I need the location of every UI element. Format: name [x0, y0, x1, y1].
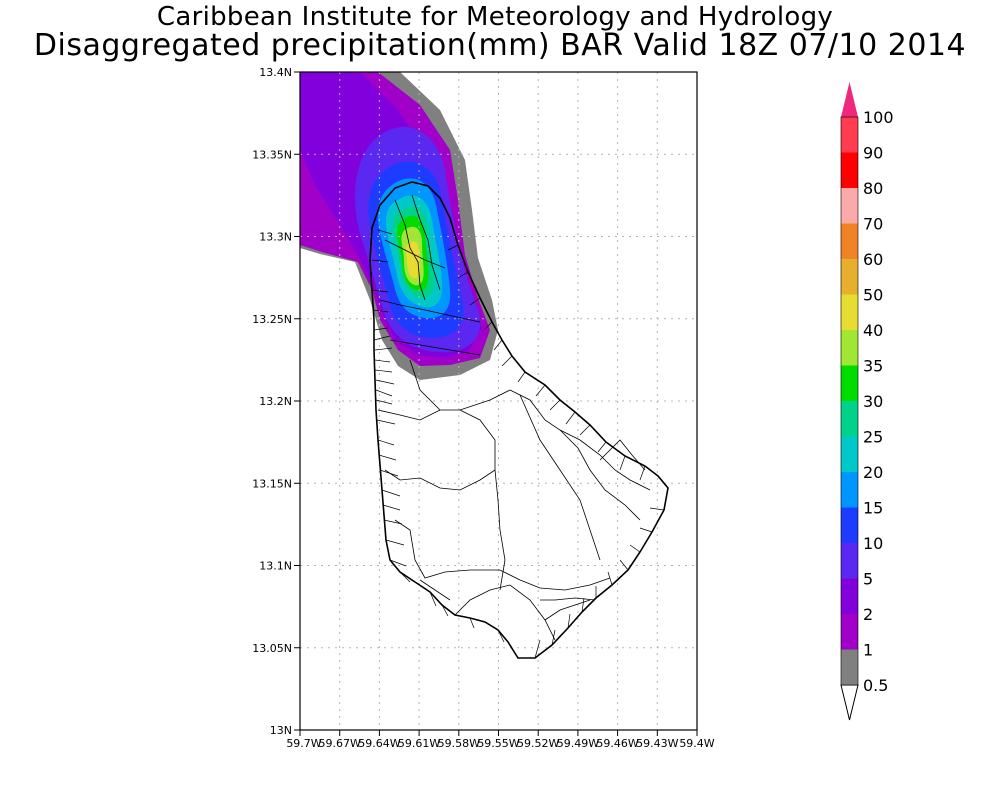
- colorbar-label: 90: [863, 144, 883, 163]
- colorbar-swatch: [841, 649, 858, 685]
- colorbar-swatch: [841, 365, 858, 401]
- tick-marks: [294, 71, 698, 736]
- colorbar-swatch: [841, 223, 858, 259]
- colorbar-label: 100: [863, 108, 894, 127]
- colorbar-label: 2: [863, 605, 873, 624]
- parish-boundaries: [377, 194, 651, 641]
- x-tick-label: 59.64W: [358, 737, 400, 750]
- colorbar-swatch: [841, 543, 858, 579]
- y-tick-label: 13.4N: [259, 66, 292, 79]
- colorbar-label: 5: [863, 570, 873, 589]
- y-tick-label: 13.1N: [259, 560, 292, 573]
- colorbar-swatch: [841, 259, 858, 295]
- y-tick-label: 13.15N: [252, 477, 292, 490]
- y-tick-labels: 13N 13.05N 13.1N 13.15N 13.2N 13.25N 13.…: [252, 66, 292, 737]
- x-tick-label: 59.58W: [438, 737, 480, 750]
- colorbar-swatch: [841, 330, 858, 366]
- colorbar-swatch: [841, 436, 858, 472]
- x-tick-label: 59.43W: [636, 737, 678, 750]
- colorbar-label: 80: [863, 179, 883, 198]
- y-tick-label: 13.25N: [252, 313, 292, 326]
- colorbar-swatch: [841, 507, 858, 543]
- colorbar-swatch: [841, 117, 858, 153]
- colorbar-label: 20: [863, 463, 883, 482]
- colorbar-label: 1: [863, 641, 873, 660]
- chart-title: Caribbean Institute for Meteorology and …: [156, 2, 834, 32]
- colorbar-labels: 0.5 1 2 5 10 15 20 25 30 35 40 50 60 70 …: [863, 108, 894, 695]
- x-tick-label: 59.67W: [319, 737, 361, 750]
- x-tick-label: 59.55W: [477, 737, 519, 750]
- y-tick-label: 13.05N: [252, 642, 292, 655]
- colorbar-label: 70: [863, 215, 883, 234]
- colorbar-label: 60: [863, 250, 883, 269]
- x-tick-label: 59.46W: [596, 737, 638, 750]
- colorbar-label: 0.5: [863, 676, 888, 695]
- colorbar-swatch: [841, 472, 858, 508]
- chart-subtitle: Disaggregated precipitation(mm) BAR Vali…: [33, 28, 967, 63]
- island-coastline: [369, 181, 669, 659]
- colorbar-swatch: [841, 152, 858, 188]
- y-tick-label: 13.35N: [252, 148, 292, 161]
- colorbar-swatch: [841, 294, 858, 330]
- coastal-drainage: [371, 229, 665, 659]
- colorbar: [840, 82, 859, 721]
- x-tick-label: 59.52W: [517, 737, 559, 750]
- colorbar-low-triangle: [840, 684, 859, 721]
- precip-40-mm: [405, 241, 421, 279]
- colorbar-label: 15: [863, 499, 883, 518]
- y-tick-label: 13.2N: [259, 395, 292, 408]
- colorbar-swatch: [841, 614, 858, 650]
- colorbar-label: 10: [863, 534, 883, 553]
- colorbar-label: 40: [863, 321, 883, 340]
- colorbar-label: 35: [863, 357, 883, 376]
- y-tick-label: 13N: [270, 724, 292, 737]
- y-tick-label: 13.3N: [259, 231, 292, 244]
- x-tick-label: 59.49W: [557, 737, 599, 750]
- colorbar-swatch: [841, 578, 858, 614]
- x-tick-label: 59.61W: [398, 737, 440, 750]
- x-tick-label: 59.4W: [679, 737, 714, 750]
- x-tick-label: 59.7W: [286, 737, 321, 750]
- x-tick-labels: 59.7W 59.67W 59.64W 59.61W 59.58W 59.55W…: [286, 737, 714, 750]
- colorbar-label: 50: [863, 286, 883, 305]
- colorbar-high-triangle: [841, 82, 858, 117]
- colorbar-swatch: [841, 188, 858, 224]
- colorbar-swatch: [841, 401, 858, 437]
- colorbar-label: 25: [863, 428, 883, 447]
- precip-shading: [300, 72, 498, 380]
- colorbar-label: 30: [863, 392, 883, 411]
